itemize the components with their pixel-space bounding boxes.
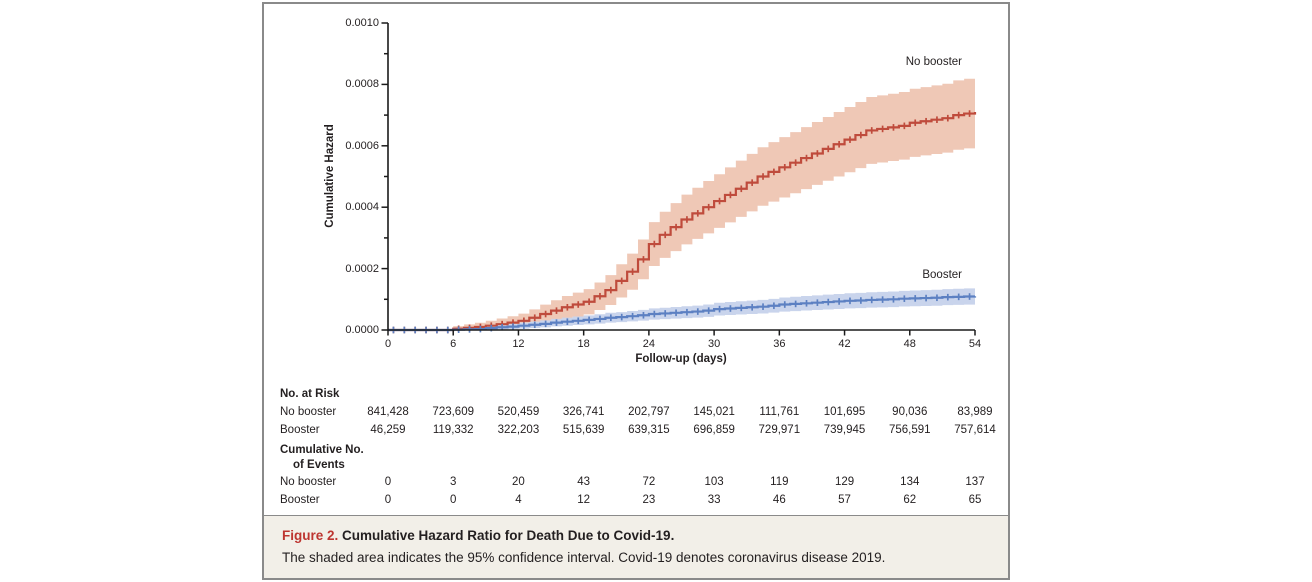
x-tick-label: 54 xyxy=(968,338,982,350)
series-label-no-booster: No booster xyxy=(905,56,962,68)
x-tick-label: 36 xyxy=(773,338,786,350)
x-tick-label: 42 xyxy=(838,338,851,350)
table-cell: 65 xyxy=(968,494,982,506)
table-row-label: No booster xyxy=(280,476,337,488)
table-cell: 639,315 xyxy=(628,424,670,436)
table-cell: 739,945 xyxy=(823,424,866,436)
table-cell: 111,761 xyxy=(759,406,800,418)
table-cell: 0 xyxy=(384,494,392,506)
x-tick-label: 6 xyxy=(450,338,457,350)
table-cell: 43 xyxy=(577,476,591,488)
table-cell: 515,639 xyxy=(562,424,605,436)
table-cell: 33 xyxy=(707,494,721,506)
y-tick-label: 0.0000 xyxy=(345,324,379,336)
ci-band-no-booster xyxy=(388,77,975,330)
x-tick-label: 24 xyxy=(642,338,655,350)
caption-line-2: The shaded area indicates the 95% confid… xyxy=(282,549,886,565)
table-cell: 119 xyxy=(770,476,789,488)
table-cell: 20 xyxy=(512,476,525,488)
table-cell: 134 xyxy=(900,476,920,488)
table-cell: 62 xyxy=(903,494,917,506)
ci-band-booster xyxy=(388,288,975,330)
table-cell: 729,971 xyxy=(758,424,801,436)
table-row-label: No booster xyxy=(280,406,337,418)
table-cell: 46,259 xyxy=(370,424,406,436)
censor-marks-booster xyxy=(392,293,971,334)
figure-frame: 0.0000 0.0002 0.0004 0.0006 0.0008 0.0010 0 6 1… xyxy=(262,2,1010,580)
figure-caption: Figure 2. Cumulative Hazard Ratio for De… xyxy=(264,515,1008,578)
table-cell: 723,609 xyxy=(432,406,474,418)
table-cell: 145,021 xyxy=(693,406,735,418)
table-cell: 202,797 xyxy=(628,406,670,418)
y-tick-label: 0.0004 xyxy=(345,201,379,214)
table-row-label: Booster xyxy=(280,494,320,506)
table-cell: 101,695 xyxy=(823,406,866,418)
table-cell: 520,459 xyxy=(497,406,540,418)
table-cell: 23 xyxy=(642,494,656,506)
x-tick-label: 18 xyxy=(577,338,590,350)
table-cell: 3 xyxy=(450,476,457,488)
table-cell: 57 xyxy=(838,494,851,506)
table-cell: 72 xyxy=(642,476,656,488)
table-cell: 322,203 xyxy=(497,424,540,436)
table-cell: 90,036 xyxy=(892,406,928,418)
caption-figure-number: Figure 2. xyxy=(282,528,339,543)
events-table-title-line1: Cumulative No. xyxy=(280,444,364,456)
table-cell: 103 xyxy=(704,476,724,488)
table-cell: 46 xyxy=(772,494,786,506)
table-cell: 696,859 xyxy=(693,424,735,436)
x-tick-label: 30 xyxy=(707,338,721,350)
table-cell: 841,428 xyxy=(367,406,409,418)
table-cell: 129 xyxy=(834,476,855,488)
x-tick-label: 48 xyxy=(903,338,916,350)
x-tick-label: 0 xyxy=(384,338,392,350)
table-cell: 4 xyxy=(515,494,522,506)
y-tick-label: 0.0006 xyxy=(345,139,379,152)
table-cell: 12 xyxy=(577,494,591,506)
y-tick-label: 0.0010 xyxy=(345,17,379,29)
x-axis-title: Follow-up (days) xyxy=(635,353,727,365)
events-table-title-line2: of Events xyxy=(293,459,345,471)
cumulative-hazard-plot xyxy=(381,22,977,336)
table-cell: 0 xyxy=(384,476,392,488)
caption-line-1: Figure 2. Cumulative Hazard Ratio for De… xyxy=(282,525,990,547)
table-row-label: Booster xyxy=(280,424,320,436)
series-label-booster: Booster xyxy=(922,269,962,281)
table-cell: 83,989 xyxy=(957,406,993,418)
table-cell: 119,332 xyxy=(432,424,474,436)
y-tick-label: 0.0002 xyxy=(345,262,379,275)
axes-lines xyxy=(387,23,975,331)
table-cell: 757,614 xyxy=(954,424,996,436)
risk-table-title: No. at Risk xyxy=(280,388,340,400)
table-cell: 756,591 xyxy=(888,424,931,436)
y-axis-title: Cumulative Hazard xyxy=(324,124,336,228)
table-cell: 326,741 xyxy=(562,406,605,418)
caption-title: Cumulative Hazard Ratio for Death Due to… xyxy=(338,528,675,543)
table-cell: 0 xyxy=(450,494,457,506)
y-tick-label: 0.0008 xyxy=(345,78,379,91)
x-tick-label: 12 xyxy=(512,338,525,350)
table-cell: 137 xyxy=(965,476,985,488)
